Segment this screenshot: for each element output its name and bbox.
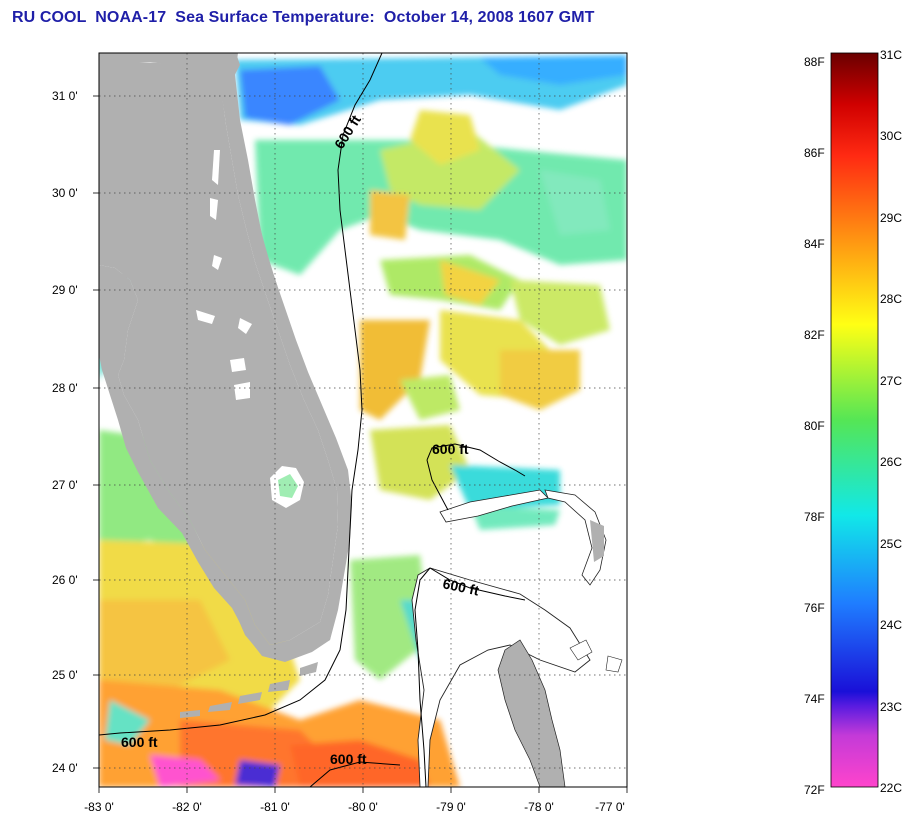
isobath-label: 600 ft (432, 441, 469, 457)
x-tick-label: -80 0' (348, 800, 378, 814)
colorbar-f-label: 72F (804, 783, 825, 797)
x-tick-label: -82 0' (172, 800, 202, 814)
x-tick-label: -81 0' (260, 800, 290, 814)
map-grid (99, 53, 627, 787)
x-tick-label: -78 0' (524, 800, 554, 814)
y-tick-label: 27 0' (52, 478, 78, 492)
colorbar-f-labels: 88F 86F 84F 82F 80F 78F 76F 74F 72F (804, 55, 825, 797)
colorbar-c-label: 29C (880, 211, 902, 225)
y-tick-label: 30 0' (52, 186, 78, 200)
colorbar-f-label: 86F (804, 146, 825, 160)
colorbar-c-label: 24C (880, 618, 902, 632)
colorbar-f-label: 82F (804, 328, 825, 342)
colorbar-c-label: 28C (880, 292, 902, 306)
y-tick-label: 31 0' (52, 89, 78, 103)
y-tick-label: 29 0' (52, 283, 78, 297)
colorbar-f-label: 88F (804, 55, 825, 69)
colorbar-c-label: 27C (880, 374, 902, 388)
isobath-label: 600 ft (330, 751, 367, 767)
abaco (544, 489, 607, 586)
isobath-label: 600 ft (441, 575, 480, 598)
x-tick-label: -83 0' (84, 800, 114, 814)
colorbar-c-labels: 31C 30C 29C 28C 27C 26C 25C 24C 23C 22C (880, 48, 902, 795)
colorbar-f-label: 80F (804, 419, 825, 433)
colorbar-c-label: 26C (880, 455, 902, 469)
colorbar-f-label: 84F (804, 237, 825, 251)
x-tick-label: -77 0' (595, 800, 625, 814)
andros-island (497, 639, 566, 787)
isobath-contours (99, 53, 526, 787)
isobath-label: 600 ft (121, 734, 158, 750)
sst-data-layer (99, 53, 627, 787)
colorbar-c-label: 30C (880, 129, 902, 143)
colorbar-f-label: 74F (804, 692, 825, 706)
x-tick-labels: -83 0' -82 0' -81 0' -80 0' -79 0' -78 0… (84, 800, 625, 814)
y-tick-label: 25 0' (52, 668, 78, 682)
frame-ticks (93, 95, 628, 793)
colorbar-c-label: 31C (880, 48, 902, 62)
y-tick-label: 28 0' (52, 381, 78, 395)
colorbar-c-label: 23C (880, 700, 902, 714)
map-title: RU COOL NOAA-17 Sea Surface Temperature:… (12, 9, 595, 26)
florida-mainland (99, 53, 352, 662)
colorbar-f-label: 78F (804, 510, 825, 524)
florida-keys (180, 662, 318, 718)
colorbar (830, 52, 879, 788)
colorbar-c-label: 22C (880, 781, 902, 795)
colorbar-f-label: 76F (804, 601, 825, 615)
x-tick-label: -79 0' (436, 800, 466, 814)
colorbar-c-label: 25C (880, 537, 902, 551)
interior-lakes (196, 150, 252, 400)
y-tick-labels: 31 0' 30 0' 29 0' 28 0' 27 0' 26 0' 25 0… (52, 89, 78, 775)
great-bahama-bank (411, 567, 591, 787)
y-tick-label: 26 0' (52, 573, 78, 587)
y-tick-label: 24 0' (52, 761, 78, 775)
